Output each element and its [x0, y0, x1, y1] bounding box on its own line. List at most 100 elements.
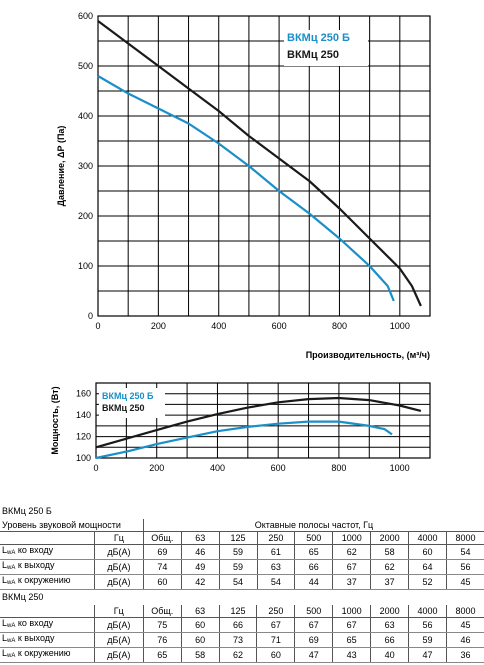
legend-label-2: ВКМц 250 — [287, 49, 339, 61]
x-tick-label: 400 — [210, 463, 225, 473]
table-cell: 60 — [142, 574, 182, 590]
table-cell: 36 — [445, 647, 484, 663]
table-b-columns: Гц Общ. 63 125 250 500 1000 2000 4000 8000 — [0, 605, 484, 618]
x-tick-label: 400 — [211, 321, 226, 331]
header-unit: Гц — [93, 531, 144, 545]
row-label: LwA к окружению — [0, 647, 95, 663]
x-tick-label: 600 — [271, 463, 286, 473]
column-header: 250 — [256, 605, 295, 618]
y-axis-label: Давление, ΔР (Па) — [56, 126, 66, 207]
table-cell: 37 — [332, 574, 371, 590]
y-tick-label: 0 — [88, 311, 93, 321]
row-unit: дБ(А) — [93, 544, 144, 560]
row-unit: дБ(А) — [93, 559, 144, 575]
y-axis-label: Мощность, (Вт) — [50, 386, 60, 454]
table-cell: 65 — [332, 632, 371, 648]
table-cell: 60 — [180, 617, 220, 633]
row-label: LwA к выходу — [0, 632, 95, 648]
column-header: Общ. — [142, 605, 182, 618]
table-a-band-header: Октавные полосы частот, Гц — [142, 519, 484, 532]
x-tick-label: 800 — [332, 321, 347, 331]
y-tick-label: 500 — [78, 61, 93, 71]
table-cell: 60 — [256, 647, 295, 663]
table-cell: 37 — [370, 574, 409, 590]
table-row: LwA к выходу дБ(А) 76 60 73 71 69 65 66 59 46 — [0, 632, 484, 648]
table-cell: 40 — [370, 647, 409, 663]
y-tick-label: 100 — [78, 261, 93, 271]
table-cell: 69 — [294, 632, 333, 648]
table-cell: 67 — [332, 617, 371, 633]
table-row: LwA ко входу дБ(А) 75 60 66 67 67 67 63 56 45 — [0, 617, 484, 633]
column-header: Общ. — [142, 531, 182, 545]
table-cell: 59 — [218, 559, 257, 575]
sound-table-a: Уровень звуковой мощности Октавные полос… — [0, 519, 484, 590]
x-tick-label: 1000 — [390, 463, 410, 473]
power-chart: 0 200 400 600 800 1000 100 120 140 160 Мощность, (… — [50, 382, 431, 473]
plot-frame — [97, 15, 431, 317]
table-a-caption: Уровень звуковой мощности — [0, 519, 144, 532]
column-header: 500 — [294, 605, 333, 618]
legend-label-2: ВКМц 250 — [102, 403, 145, 413]
y-tick-label: 300 — [78, 161, 93, 171]
table-cell: 65 — [142, 647, 182, 663]
column-header: 63 — [180, 605, 220, 618]
y-tick-label: 400 — [78, 111, 93, 121]
x-tick-label: 600 — [272, 321, 287, 331]
row-label: LwA к окружению — [0, 574, 95, 590]
x-axis-label: Производительность, (м³/ч) — [306, 350, 430, 360]
legend-box — [284, 30, 368, 66]
table-cell: 56 — [408, 617, 447, 633]
x-tick-label: 200 — [151, 321, 166, 331]
table-cell: 73 — [218, 632, 257, 648]
column-header: 1000 — [332, 605, 371, 618]
table-cell: 66 — [294, 559, 333, 575]
column-header: 1000 — [332, 531, 371, 545]
column-header: 8000 — [445, 605, 484, 618]
table-cell: 66 — [370, 632, 409, 648]
table-cell: 65 — [294, 544, 333, 560]
table-cell: 62 — [370, 559, 409, 575]
table-cell: 47 — [294, 647, 333, 663]
y-tick-label: 600 — [78, 11, 93, 21]
table-cell: 54 — [218, 574, 257, 590]
column-header: 4000 — [408, 531, 447, 545]
table-cell: 45 — [445, 617, 484, 633]
series-line-2 — [97, 20, 422, 307]
column-header: 125 — [218, 605, 257, 618]
table-cell: 69 — [142, 544, 182, 560]
column-header: 2000 — [370, 531, 409, 545]
table-cell: 45 — [445, 574, 484, 590]
y-tick-label: 200 — [78, 211, 93, 221]
x-tick-label: 0 — [95, 321, 100, 331]
table-cell: 59 — [218, 544, 257, 560]
header-blank — [0, 531, 95, 545]
row-label: LwA к выходу — [0, 559, 95, 575]
legend-box — [99, 388, 165, 418]
table-cell: 59 — [408, 632, 447, 648]
row-unit: дБ(А) — [93, 617, 144, 633]
table-cell: 67 — [294, 617, 333, 633]
column-header: 8000 — [445, 531, 484, 545]
table-cell: 63 — [256, 559, 295, 575]
y-tick-label: 120 — [76, 432, 91, 442]
x-tick-label: 0 — [93, 463, 98, 473]
x-tick-label: 1000 — [390, 321, 410, 331]
table-cell: 46 — [445, 632, 484, 648]
table-a-body: LwA ко входу дБ(А) 69 46 59 61 65 62 58 60 54 LwA к… — [0, 544, 484, 590]
table-cell: 76 — [142, 632, 182, 648]
pressure-chart: 0 200 400 600 800 1000 0 100 200 300 400 500 600 Давл… — [56, 11, 431, 360]
table-cell: 61 — [256, 544, 295, 560]
table-cell: 44 — [294, 574, 333, 590]
table-b-title: ВКМц 250 — [2, 592, 44, 602]
column-header: 63 — [180, 531, 220, 545]
table-cell: 66 — [218, 617, 257, 633]
y-tick-label: 140 — [76, 410, 91, 420]
row-unit: дБ(А) — [93, 647, 144, 663]
table-a-caption-row: Уровень звуковой мощности Октавные полос… — [0, 519, 484, 532]
legend-label-1: ВКМц 250 Б — [287, 32, 350, 44]
header-unit: Гц — [93, 605, 144, 618]
y-tick-label: 160 — [76, 389, 91, 399]
row-label: LwA ко входу — [0, 617, 95, 633]
table-cell: 75 — [142, 617, 182, 633]
table-cell: 46 — [180, 544, 220, 560]
